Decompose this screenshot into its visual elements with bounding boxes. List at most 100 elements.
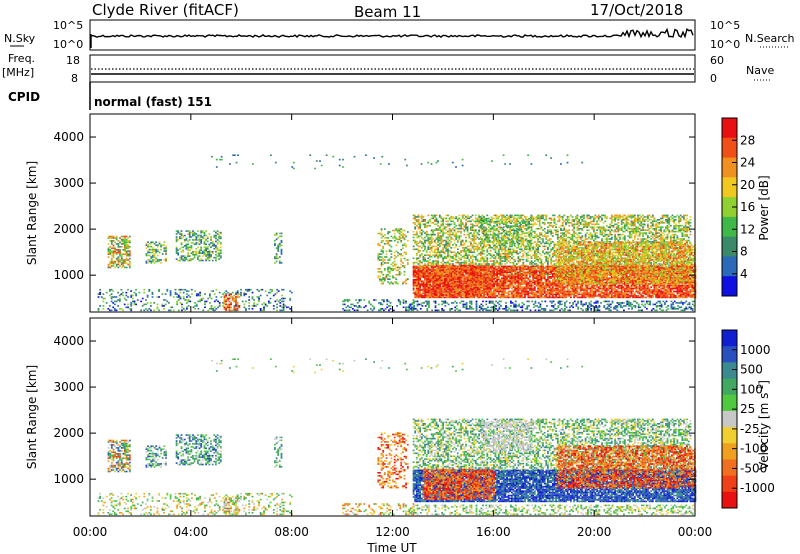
rti-cell [201, 255, 204, 257]
rti-cell [110, 262, 113, 264]
rti-cell [385, 237, 388, 239]
rti-cell [198, 237, 201, 240]
rti-cell [289, 290, 292, 292]
rti-cell [617, 217, 620, 220]
rti-cell [419, 255, 421, 258]
rti-cell [420, 220, 423, 223]
rti-cell [525, 247, 528, 249]
rti-cell [533, 241, 536, 243]
rti-cell [615, 214, 618, 217]
rti-cell [497, 220, 500, 223]
rti-cell [651, 224, 654, 227]
rti-cell [424, 242, 426, 245]
rti-cell [143, 291, 146, 294]
rti-cell [637, 230, 639, 233]
rti-cell [511, 229, 513, 231]
rti-cell [488, 263, 490, 265]
rti-cell [509, 258, 512, 261]
rti-cell [650, 226, 653, 228]
rti-cell [512, 261, 515, 264]
rti-cell [110, 300, 113, 303]
rti-cell [125, 246, 128, 248]
rti-cell [185, 246, 188, 249]
rti-cell [280, 232, 283, 235]
rti-cell [388, 282, 391, 285]
rti-cell [530, 223, 533, 226]
rti-cell [642, 220, 644, 223]
rti-cell [120, 238, 123, 241]
rti-cell [479, 254, 482, 256]
rti-cell [602, 227, 605, 230]
rti-cell [435, 236, 438, 239]
rti-cell [435, 242, 438, 245]
rti-cell [674, 242, 677, 245]
rti-cell [661, 255, 664, 258]
rti-cell [499, 261, 502, 264]
rti-cell [122, 291, 124, 294]
rti-cell [489, 230, 492, 233]
rti-cell [398, 273, 401, 276]
rti-cell [507, 216, 510, 218]
rti-cell [455, 238, 458, 240]
rti-cell [563, 232, 566, 234]
rti-cell [471, 219, 474, 221]
rti-cell [651, 216, 654, 218]
rti-cell [198, 255, 201, 257]
rti-cell [686, 217, 689, 220]
rti-cell [542, 229, 544, 231]
rti-cell [385, 243, 388, 245]
rti-cell [660, 220, 662, 223]
sky-right-tick-bottom: 10^0 [710, 38, 740, 51]
rti-cell [576, 254, 579, 256]
rti-cell [488, 247, 490, 249]
rti-cell [686, 264, 689, 267]
rti-cell [638, 214, 641, 217]
rti-cell [225, 306, 227, 309]
rti-cell [550, 233, 553, 236]
rti-cell [278, 232, 281, 235]
rti-cell [674, 255, 677, 258]
rti-cell [466, 248, 469, 251]
rti-cell [203, 233, 206, 235]
rti-cell [452, 238, 454, 240]
rti-cell [571, 229, 574, 231]
rti-cell [125, 291, 128, 294]
rti-cell [573, 252, 575, 255]
rti-cell [193, 253, 196, 256]
rti-cell [601, 219, 603, 221]
rti-cell [109, 253, 112, 255]
rti-cell [581, 223, 584, 226]
rti-cell [556, 252, 559, 255]
rti-cell [483, 257, 485, 259]
rti-cell [530, 257, 533, 259]
rti-cell [542, 251, 544, 254]
rti-cell [491, 264, 494, 267]
rti-cell [650, 248, 653, 251]
rti-cell [148, 288, 151, 291]
rti-cell [650, 232, 653, 234]
rti-cell [650, 269, 653, 271]
rti-cell [637, 220, 639, 223]
rti-cell [148, 245, 151, 248]
rti-cell [650, 238, 653, 240]
rti-cell [125, 253, 128, 255]
rti-cell [383, 299, 385, 301]
rti-cell [379, 278, 381, 280]
rti-cell [275, 234, 278, 236]
rti-cell [506, 258, 508, 261]
rti-cell [522, 250, 525, 252]
rti-cell [151, 291, 154, 294]
rti-cell [127, 241, 130, 244]
rti-cell [479, 236, 482, 239]
rti-cell [612, 255, 615, 258]
rti-cell [520, 226, 523, 228]
rti-cell [274, 257, 276, 260]
rti-cell [661, 216, 664, 218]
rti-cell [576, 241, 579, 243]
rti-cell [166, 300, 169, 303]
rti-cell [452, 217, 454, 220]
rti-cell [632, 254, 634, 256]
rti-cell [506, 261, 508, 264]
rti-cell [120, 266, 123, 269]
rti-cell [470, 220, 472, 223]
